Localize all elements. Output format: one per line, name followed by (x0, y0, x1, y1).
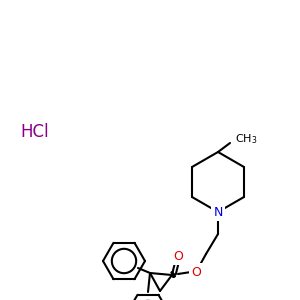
Text: O: O (173, 250, 183, 262)
Text: O: O (191, 266, 201, 278)
Text: N: N (213, 206, 223, 218)
Text: HCl: HCl (21, 123, 49, 141)
Text: CH$_3$: CH$_3$ (235, 132, 257, 146)
